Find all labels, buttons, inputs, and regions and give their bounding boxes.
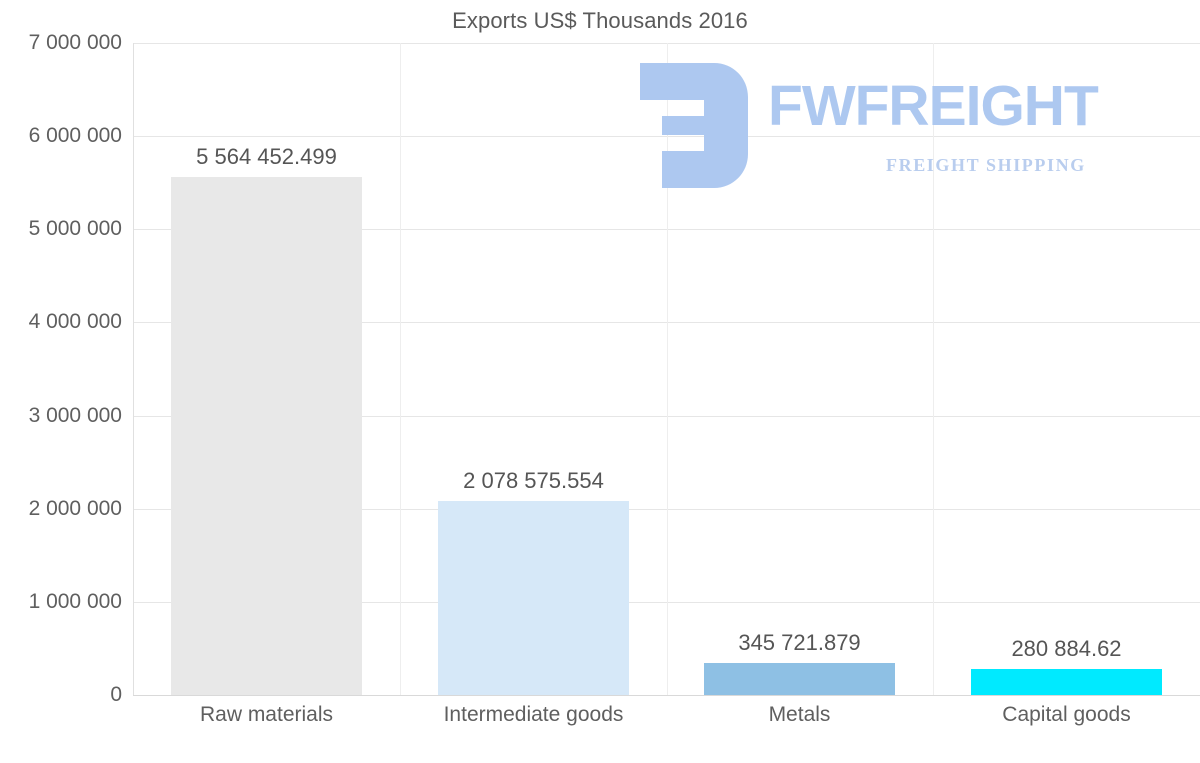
bar-value-label: 280 884.62: [1011, 635, 1122, 661]
y-axis-tick-labels: 0 1 000 000 2 000 000 3 000 000 4 000 000 5 0…: [0, 0, 122, 763]
bar-raw-materials[interactable]: [171, 176, 362, 695]
y-axis-tick-label: 6 000 000: [28, 124, 122, 148]
y-axis-tick-label: 1 000 000: [28, 589, 122, 613]
y-axis-tick-label: 5 000 000: [28, 217, 122, 241]
chart-title: Exports US$ Thousands 2016: [452, 8, 748, 33]
y-axis-line: [133, 43, 134, 696]
bar-value-label: 5 564 452.499: [196, 143, 337, 169]
gridline-vertical: [933, 43, 935, 695]
gridline-vertical: [666, 43, 668, 695]
bar-metals[interactable]: [704, 662, 895, 695]
y-axis-tick-label: 0: [110, 683, 122, 706]
x-axis-category-label: Capital goods: [1002, 703, 1131, 726]
bar-value-label: 2 078 575.554: [463, 468, 604, 494]
x-axis-baseline: [133, 695, 1200, 696]
x-axis-category-label: Metals: [768, 703, 831, 726]
bar-capital-goods[interactable]: [971, 668, 1162, 695]
y-axis-tick-label: 4 000 000: [28, 310, 122, 334]
y-axis-tick-label: 7 000 000: [28, 31, 122, 54]
bar-value-label: 345 721.879: [738, 629, 861, 655]
x-axis-category-label: Intermediate goods: [443, 703, 624, 726]
gridline-vertical: [399, 43, 401, 695]
y-axis-tick-label: 2 000 000: [28, 496, 122, 520]
y-axis-tick-label: 3 000 000: [28, 403, 122, 427]
x-axis-category-label: Raw materials: [199, 703, 334, 726]
bar-intermediate-goods[interactable]: [438, 501, 629, 695]
